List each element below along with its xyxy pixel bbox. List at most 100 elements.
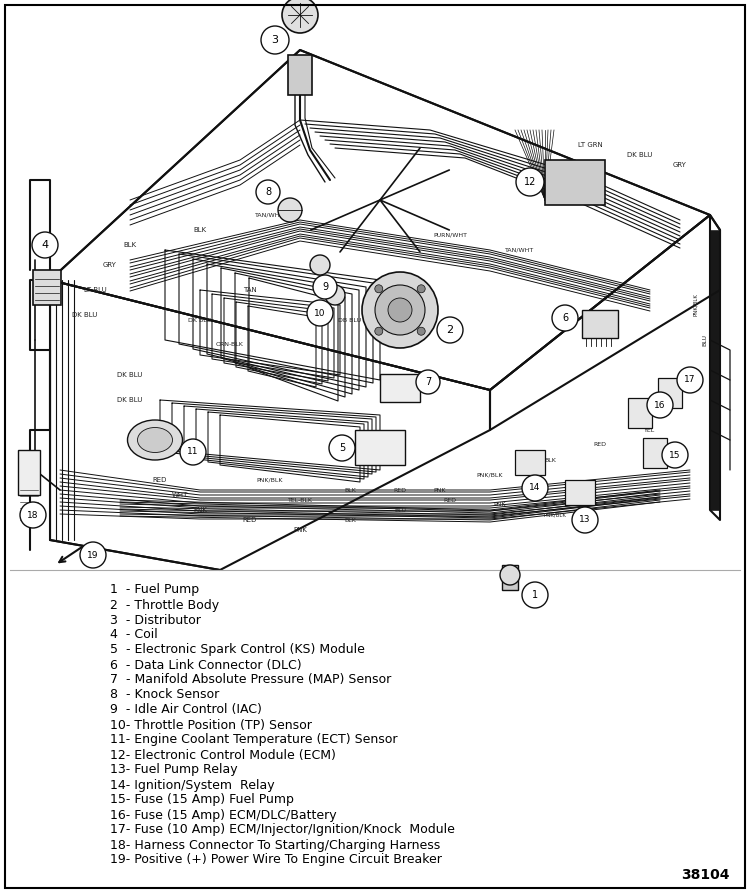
Text: WHT: WHT bbox=[172, 492, 188, 498]
Text: BLK: BLK bbox=[344, 518, 356, 522]
Text: 2: 2 bbox=[446, 325, 454, 335]
Text: 15: 15 bbox=[669, 450, 681, 460]
Circle shape bbox=[552, 305, 578, 331]
Text: 6: 6 bbox=[562, 313, 568, 323]
Text: 17: 17 bbox=[684, 375, 696, 385]
Text: 4  - Coil: 4 - Coil bbox=[110, 629, 158, 641]
Text: 16- Fuse (15 Amp) ECM/DLC/Battery: 16- Fuse (15 Amp) ECM/DLC/Battery bbox=[110, 808, 337, 822]
Circle shape bbox=[416, 370, 440, 394]
Text: RED: RED bbox=[394, 488, 406, 493]
Text: TAN/WHT: TAN/WHT bbox=[506, 247, 535, 253]
Circle shape bbox=[572, 507, 598, 533]
Text: RED: RED bbox=[443, 497, 457, 503]
Text: PNK/BLK: PNK/BLK bbox=[477, 472, 503, 478]
Text: GRY: GRY bbox=[103, 262, 117, 268]
Text: PNK/BLK: PNK/BLK bbox=[692, 294, 698, 316]
Circle shape bbox=[375, 327, 382, 335]
Bar bbox=[18, 450, 40, 495]
Text: DK BLU: DK BLU bbox=[117, 397, 142, 403]
Text: PNK/BLK: PNK/BLK bbox=[544, 513, 566, 518]
Circle shape bbox=[307, 300, 333, 326]
Circle shape bbox=[516, 168, 544, 196]
Text: 14: 14 bbox=[530, 483, 541, 493]
Text: 38104: 38104 bbox=[682, 868, 730, 882]
Circle shape bbox=[282, 0, 318, 33]
Text: YEL: YEL bbox=[698, 370, 703, 380]
Circle shape bbox=[256, 180, 280, 204]
Text: 5  - Electronic Spark Control (KS) Module: 5 - Electronic Spark Control (KS) Module bbox=[110, 644, 364, 656]
Text: 8  - Knock Sensor: 8 - Knock Sensor bbox=[110, 689, 219, 702]
Text: 1  - Fuel Pump: 1 - Fuel Pump bbox=[110, 583, 200, 597]
Text: 11- Engine Coolant Temperature (ECT) Sensor: 11- Engine Coolant Temperature (ECT) Sen… bbox=[110, 733, 398, 747]
Text: DK BLU: DK BLU bbox=[117, 372, 142, 378]
Text: RED: RED bbox=[153, 477, 167, 483]
Bar bbox=[658, 378, 682, 408]
Text: 2  - Throttle Body: 2 - Throttle Body bbox=[110, 598, 219, 612]
Circle shape bbox=[278, 198, 302, 222]
Text: PNK: PNK bbox=[193, 507, 207, 513]
Circle shape bbox=[500, 565, 520, 585]
Text: 12: 12 bbox=[524, 177, 536, 187]
Bar bbox=[33, 270, 61, 305]
Text: 12- Electronic Control Module (ECM): 12- Electronic Control Module (ECM) bbox=[110, 748, 336, 762]
Text: TEL-BLK: TEL-BLK bbox=[287, 497, 313, 503]
Text: 8: 8 bbox=[265, 187, 271, 197]
Text: BLK: BLK bbox=[124, 242, 136, 248]
Text: LT GRN: LT GRN bbox=[578, 142, 602, 148]
Circle shape bbox=[261, 26, 289, 54]
Circle shape bbox=[647, 392, 673, 418]
Text: 18- Harness Connector To Starting/Charging Harness: 18- Harness Connector To Starting/Chargi… bbox=[110, 839, 440, 852]
Text: PNK: PNK bbox=[293, 527, 307, 533]
Text: 19: 19 bbox=[87, 550, 99, 560]
Text: 9: 9 bbox=[322, 282, 328, 292]
Circle shape bbox=[522, 475, 548, 501]
Bar bbox=[545, 160, 605, 205]
Text: LT BLU: LT BLU bbox=[84, 287, 106, 293]
Text: 7: 7 bbox=[424, 377, 431, 387]
Text: 13: 13 bbox=[579, 515, 591, 524]
Circle shape bbox=[180, 439, 206, 465]
Bar bbox=[643, 438, 667, 468]
Circle shape bbox=[313, 275, 337, 299]
Text: PNK: PNK bbox=[494, 503, 506, 507]
Text: RED: RED bbox=[593, 443, 607, 447]
Text: 6  - Data Link Connector (DLC): 6 - Data Link Connector (DLC) bbox=[110, 658, 302, 672]
Text: 7  - Manifold Absolute Pressure (MAP) Sensor: 7 - Manifold Absolute Pressure (MAP) Sen… bbox=[110, 673, 392, 687]
Bar bbox=[502, 565, 518, 590]
Text: 10- Throttle Position (TP) Sensor: 10- Throttle Position (TP) Sensor bbox=[110, 719, 312, 731]
Text: 18: 18 bbox=[27, 511, 39, 520]
Circle shape bbox=[417, 285, 425, 293]
Bar bbox=[288, 55, 312, 95]
Circle shape bbox=[80, 542, 106, 568]
Circle shape bbox=[677, 367, 703, 393]
Text: 13- Fuel Pump Relay: 13- Fuel Pump Relay bbox=[110, 764, 238, 777]
Text: YEL: YEL bbox=[644, 428, 656, 432]
Text: PNK: PNK bbox=[433, 488, 446, 493]
Circle shape bbox=[362, 272, 438, 348]
Text: 11: 11 bbox=[188, 447, 199, 456]
Text: 5: 5 bbox=[339, 443, 345, 453]
Text: BLU: BLU bbox=[703, 334, 707, 346]
Text: RED: RED bbox=[243, 517, 257, 523]
Circle shape bbox=[417, 327, 425, 335]
Text: DK BLU: DK BLU bbox=[188, 318, 211, 322]
Ellipse shape bbox=[128, 420, 182, 460]
Text: GRY: GRY bbox=[673, 162, 687, 168]
Text: 9  - Idle Air Control (IAC): 9 - Idle Air Control (IAC) bbox=[110, 704, 262, 716]
Circle shape bbox=[375, 285, 382, 293]
Circle shape bbox=[388, 298, 412, 322]
Text: BLK: BLK bbox=[194, 227, 206, 233]
Bar bbox=[582, 310, 618, 338]
Text: 17- Fuse (10 Amp) ECM/Injector/Ignition/Knock  Module: 17- Fuse (10 Amp) ECM/Injector/Ignition/… bbox=[110, 823, 454, 837]
Text: BLK: BLK bbox=[544, 457, 556, 463]
Circle shape bbox=[375, 285, 425, 335]
Bar bbox=[355, 430, 405, 465]
Circle shape bbox=[437, 317, 463, 343]
Text: BLU: BLU bbox=[394, 507, 406, 513]
Bar bbox=[628, 398, 652, 428]
Circle shape bbox=[310, 255, 330, 275]
Text: DK BLU: DK BLU bbox=[627, 152, 652, 158]
Text: 15- Fuse (15 Amp) Fuel Pump: 15- Fuse (15 Amp) Fuel Pump bbox=[110, 794, 294, 806]
Bar bbox=[515, 450, 545, 475]
Ellipse shape bbox=[137, 428, 172, 453]
